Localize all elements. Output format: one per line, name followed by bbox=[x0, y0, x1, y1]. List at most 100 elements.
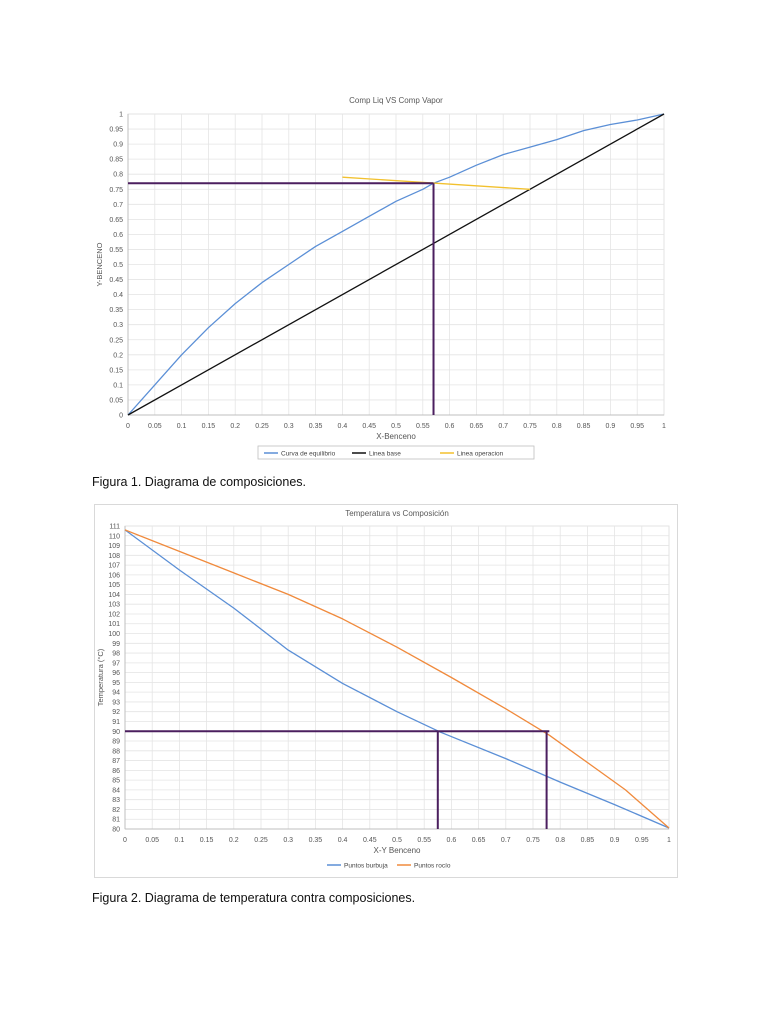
y-tick-label: 1 bbox=[119, 112, 123, 119]
y-tick-label: 0.05 bbox=[109, 397, 123, 404]
y-tick-label: 0.5 bbox=[113, 262, 123, 269]
y-tick-label: 0.95 bbox=[109, 127, 123, 134]
x-tick-label: 0.4 bbox=[338, 837, 348, 844]
y-tick-label: 108 bbox=[108, 553, 120, 560]
y-tick-label: 0.75 bbox=[109, 187, 123, 194]
x-tick-label: 0.65 bbox=[470, 423, 484, 430]
x-tick-label: 0.75 bbox=[523, 423, 537, 430]
x-tick-label: 0.25 bbox=[255, 423, 269, 430]
y-tick-label: 111 bbox=[109, 524, 120, 531]
series-line-3 bbox=[342, 176, 531, 190]
series-line-1 bbox=[124, 529, 670, 829]
x-tick-label: 0.3 bbox=[284, 423, 294, 430]
y-tick-label: 0.3 bbox=[113, 322, 123, 329]
legend-label: Linea base bbox=[369, 451, 401, 458]
y-tick-label: 0.15 bbox=[109, 367, 123, 374]
x-tick-label: 0.9 bbox=[610, 837, 620, 844]
y-tick-label: 96 bbox=[112, 670, 120, 677]
x-axis-label: X-Benceno bbox=[376, 432, 416, 441]
x-tick-label: 0.95 bbox=[630, 423, 644, 430]
x-tick-label: 0 bbox=[123, 837, 127, 844]
x-tick-label: 1 bbox=[662, 423, 666, 430]
y-tick-label: 0 bbox=[119, 413, 123, 420]
y-tick-label: 0.7 bbox=[113, 202, 123, 209]
x-tick-label: 0.15 bbox=[202, 423, 216, 430]
y-tick-label: 0.65 bbox=[109, 217, 123, 224]
y-tick-label: 0.85 bbox=[109, 157, 123, 164]
y-tick-label: 0.8 bbox=[113, 172, 123, 179]
temperature-chart: 0 0.05 0.1 0.15 0.2 0.25 0.3 0.35 0.4 0.45 0.5 0.55… bbox=[94, 504, 678, 878]
y-tick-label: 0.1 bbox=[113, 382, 123, 389]
y-tick-label: 0.4 bbox=[113, 292, 123, 299]
y-tick-label: 83 bbox=[112, 797, 120, 804]
x-tick-label: 0.05 bbox=[148, 423, 162, 430]
chart-title: Comp Liq VS Comp Vapor bbox=[349, 96, 443, 105]
legend-label: Linea operacion bbox=[457, 451, 504, 458]
composition-chart: 0 0.05 0.1 0.15 0.2 0.25 0.3 0.35 0.4 0.45 0.5 0.55… bbox=[92, 92, 672, 464]
x-tick-label: 0.35 bbox=[309, 837, 323, 844]
y-tick-label: 91 bbox=[112, 719, 120, 726]
x-tick-label: 0.1 bbox=[177, 423, 187, 430]
y-tick-label: 80 bbox=[112, 827, 120, 834]
y-tick-label: 110 bbox=[109, 533, 120, 540]
x-tick-label: 0.9 bbox=[606, 423, 616, 430]
y-tick-label: 92 bbox=[112, 709, 120, 716]
y-tick-label: 105 bbox=[108, 582, 120, 589]
y-tick-label: 106 bbox=[108, 572, 120, 579]
y-tick-label: 102 bbox=[108, 611, 120, 618]
y-tick-label: 85 bbox=[112, 778, 120, 785]
x-tick-label: 0.55 bbox=[417, 837, 431, 844]
x-tick-label: 0.6 bbox=[445, 423, 455, 430]
y-tick-label: 87 bbox=[112, 758, 120, 765]
gridlines bbox=[124, 525, 670, 830]
legend-box bbox=[257, 445, 535, 460]
y-tick-label: 95 bbox=[112, 680, 120, 687]
x-tick-label: 0.5 bbox=[392, 837, 402, 844]
chart-title: Temperatura vs Composición bbox=[345, 509, 449, 518]
y-tick-label: 103 bbox=[108, 602, 120, 609]
x-tick-label: 0.25 bbox=[254, 837, 268, 844]
x-tick-label: 0.5 bbox=[391, 423, 401, 430]
y-tick-label: 101 bbox=[108, 621, 120, 628]
y-tick-label: 0.55 bbox=[109, 247, 123, 254]
y-tick-label: 104 bbox=[108, 592, 120, 599]
x-tick-label: 0.7 bbox=[498, 423, 508, 430]
x-tick-label: 0.15 bbox=[200, 837, 214, 844]
y-tick-label: 94 bbox=[112, 690, 120, 697]
y-tick-label: 99 bbox=[112, 641, 120, 648]
y-tick-label: 0.35 bbox=[109, 307, 123, 314]
y-tick-label: 81 bbox=[112, 817, 120, 824]
x-axis-label: X-Y Benceno bbox=[374, 846, 422, 855]
x-tick-label: 0.95 bbox=[635, 837, 649, 844]
x-tick-label: 0.75 bbox=[526, 837, 540, 844]
x-tick-label: 0.3 bbox=[283, 837, 293, 844]
x-tick-label: 0.45 bbox=[362, 423, 376, 430]
legend: Puntos burbuja Puntos rocío bbox=[327, 863, 451, 870]
x-tick-label: 0.1 bbox=[175, 837, 185, 844]
x-tick-label: 0.2 bbox=[230, 423, 240, 430]
y-tick-label: 0.45 bbox=[109, 277, 123, 284]
x-tick-label: 0.45 bbox=[363, 837, 377, 844]
x-tick-label: 1 bbox=[667, 837, 671, 844]
x-tick-label: 0 bbox=[126, 423, 130, 430]
y-tick-label: 98 bbox=[112, 651, 120, 658]
legend-label: Puntos burbuja bbox=[344, 863, 388, 870]
y-tick-label: 82 bbox=[112, 807, 120, 814]
series-line-1 bbox=[127, 113, 665, 416]
y-tick-label: 97 bbox=[112, 660, 120, 667]
y-tick-label: 0.25 bbox=[109, 337, 123, 344]
y-tick-label: 93 bbox=[112, 699, 120, 706]
x-tick-label: 0.4 bbox=[338, 423, 348, 430]
x-tick-label: 0.2 bbox=[229, 837, 239, 844]
x-tick-label: 0.6 bbox=[447, 837, 457, 844]
x-tick-label: 0.05 bbox=[145, 837, 159, 844]
y-tick-label: 100 bbox=[108, 631, 120, 638]
y-tick-label: 109 bbox=[108, 543, 120, 550]
x-tick-label: 0.7 bbox=[501, 837, 511, 844]
composition-chart-svg: 0 0.05 0.1 0.15 0.2 0.25 0.3 0.35 0.4 0.45 0.5 0.55… bbox=[95, 96, 666, 460]
x-tick-label: 0.35 bbox=[309, 423, 323, 430]
x-tick-label: 0.55 bbox=[416, 423, 430, 430]
y-tick-label: 90 bbox=[112, 729, 120, 736]
y-tick-label: 89 bbox=[112, 739, 120, 746]
y-tick-label: 0.6 bbox=[113, 232, 123, 239]
